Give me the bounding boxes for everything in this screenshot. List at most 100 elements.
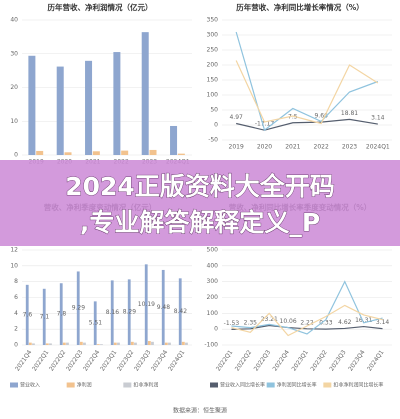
bar [100, 344, 103, 345]
data-label: 5.51 [89, 320, 103, 327]
bar [64, 152, 72, 155]
y-tick-label: 20 [10, 84, 18, 91]
data-label: 9.66 [314, 113, 328, 120]
bar [49, 343, 52, 345]
bar [127, 279, 131, 345]
y-tick-label: 8 [14, 278, 18, 285]
bar [45, 343, 49, 345]
data-label: 3.14 [371, 115, 385, 122]
y-tick-label: 200 [207, 294, 219, 301]
y-tick-label: 6 [14, 294, 18, 301]
bar [28, 55, 36, 155]
y-tick-label: 100 [207, 310, 219, 317]
data-label: -17.17 [255, 121, 275, 128]
bar [161, 269, 165, 345]
x-tick-label: 2021 [285, 144, 300, 151]
y-tick-label: 2 [14, 326, 18, 333]
data-label: 2.22 [300, 319, 314, 326]
banner-line2: ,专业解答解释定义_P [80, 208, 320, 237]
legend-label: 营业收入同比增长率 [220, 382, 265, 389]
data-label: 4.97 [229, 114, 243, 121]
y-tick-label: 0 [214, 326, 218, 333]
y-tick-label: 10 [10, 262, 18, 269]
legend-label: 净利润同比增长率 [277, 382, 317, 389]
y-tick-label: 12 [10, 247, 18, 254]
y-tick-label: 0 [214, 122, 218, 129]
data-label: 18.81 [341, 110, 358, 117]
y-tick-label: 50 [210, 107, 218, 114]
bar [168, 342, 171, 345]
bar [181, 341, 185, 345]
y-tick-label: 100 [207, 92, 219, 99]
bar [151, 341, 154, 345]
data-label: 8.16 [106, 309, 120, 316]
bar [62, 342, 66, 345]
bar [178, 278, 182, 345]
y-tick-label: 200 [207, 62, 219, 69]
bar [25, 284, 29, 345]
bar [117, 342, 120, 345]
bar [42, 288, 46, 345]
data-label: 0.33 [319, 320, 333, 327]
data-label: 23.21 [261, 316, 278, 323]
bar [32, 343, 35, 345]
bar [177, 153, 185, 155]
y-tick-label: 0 [14, 152, 18, 159]
bar [185, 342, 188, 345]
legend-label: 净利润 [77, 382, 92, 389]
chart-title: 历年营收、净利润情况（亿元） [48, 2, 153, 12]
y-tick-label: -50 [208, 137, 218, 144]
y-tick-label: 0 [14, 342, 18, 349]
data-label: 8.29 [123, 309, 137, 316]
legend-swatch [266, 382, 275, 388]
data-label: 9.29 [72, 305, 86, 312]
banner-line1: 2024正版资料大全开码 [65, 172, 335, 201]
x-tick-label: 2020 [257, 144, 272, 151]
y-tick-label: 30 [10, 50, 18, 57]
bar [85, 60, 93, 155]
bar [76, 271, 80, 345]
bar [141, 32, 149, 155]
data-label: 7.8 [57, 311, 67, 318]
bar [93, 301, 97, 345]
bar [130, 341, 134, 345]
x-tick-label: 2023 [342, 144, 357, 151]
y-tick-label: 10 [10, 118, 18, 125]
data-label: 7.1 [40, 313, 50, 320]
data-label: 4.62 [338, 319, 352, 326]
bar [121, 150, 129, 155]
y-tick-label: 4 [14, 310, 18, 317]
bar [56, 66, 64, 155]
bar [36, 150, 44, 155]
legend-swatch [323, 382, 332, 388]
data-label: 7.5 [288, 113, 298, 120]
legend-swatch [66, 382, 75, 388]
legend-label: 扣非净利润 [133, 382, 158, 389]
legend-swatch [210, 382, 218, 388]
bar [92, 151, 100, 155]
line [235, 60, 379, 125]
banner-bg [0, 160, 400, 246]
bar [79, 341, 83, 345]
data-label: 2.35 [244, 319, 258, 326]
data-label: 10.06 [280, 318, 297, 325]
y-tick-label: 250 [207, 47, 219, 54]
y-tick-label: 150 [207, 77, 219, 84]
bar [59, 283, 63, 345]
bar [147, 341, 151, 345]
data-label: 16.31 [355, 317, 372, 324]
data-label: -1.53 [224, 320, 240, 327]
legend-label: 营业收入 [20, 382, 40, 389]
x-tick-label: 2024Q1 [366, 144, 390, 151]
bar [66, 342, 69, 345]
data-label: 3.14 [376, 319, 390, 326]
data-label: 10.19 [138, 301, 155, 308]
y-tick-label: 300 [207, 32, 219, 39]
data-label: 9.48 [157, 304, 171, 311]
line [231, 324, 383, 331]
chart-title: 历年营收、净利同比增长率情况（%） [236, 2, 364, 12]
legend-swatch [123, 382, 132, 388]
y-tick-label: 40 [10, 17, 18, 24]
y-tick-label: 500 [207, 247, 219, 254]
